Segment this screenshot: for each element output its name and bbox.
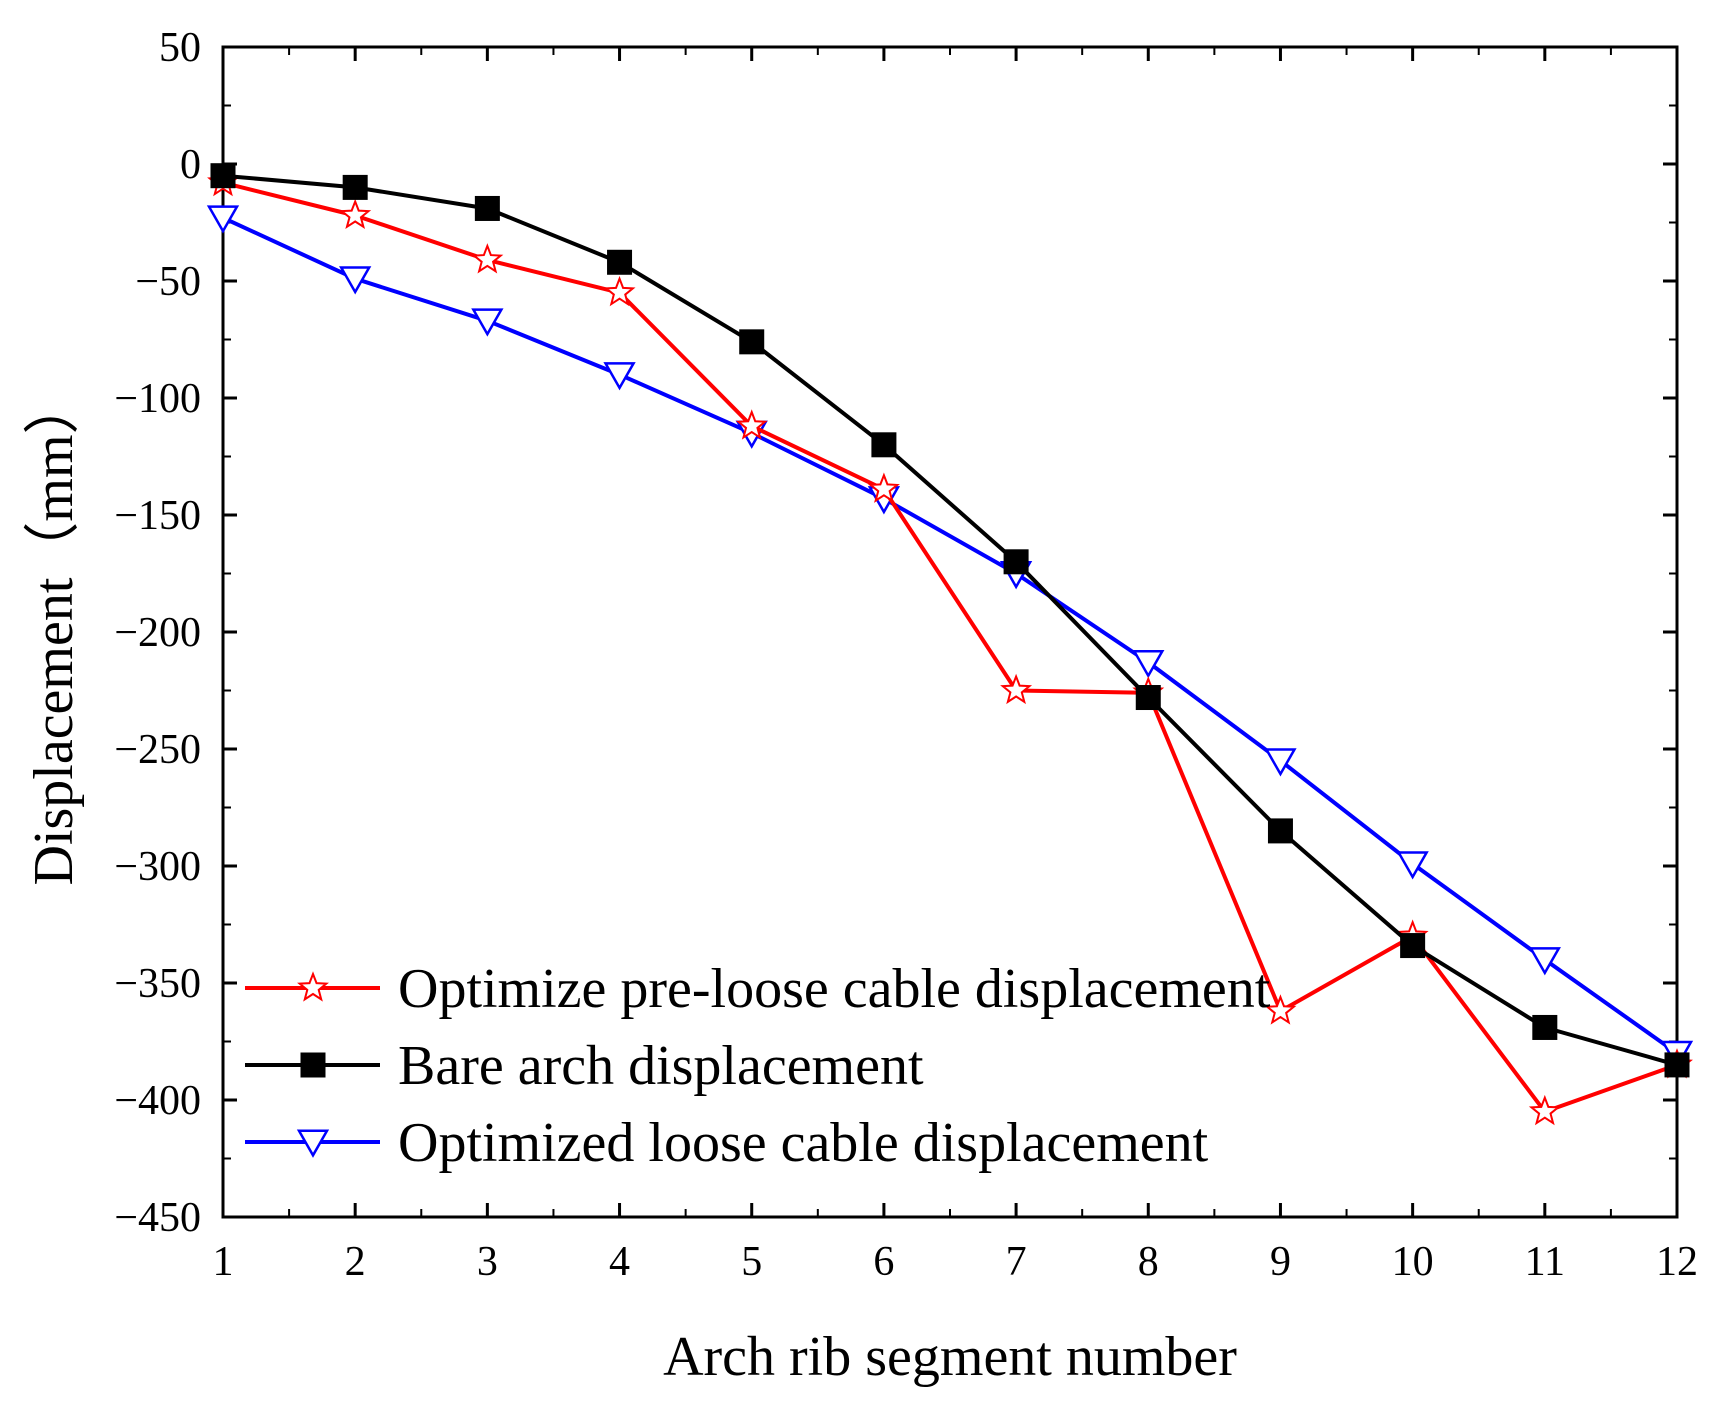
- data-point: [1135, 685, 1161, 711]
- y-axis-title: Displacement（mm）: [23, 378, 85, 885]
- x-tick-label: 5: [741, 1239, 762, 1285]
- data-point: [471, 308, 504, 337]
- y-tick-label: −350: [114, 961, 201, 1007]
- x-tick-label: 7: [1006, 1239, 1027, 1285]
- x-tick-label: 4: [609, 1239, 630, 1285]
- x-tick-label: 1: [213, 1239, 234, 1285]
- x-tick-label: 6: [873, 1239, 894, 1285]
- data-point: [867, 472, 900, 503]
- data-point: [871, 432, 897, 458]
- y-tick-label: 0: [180, 142, 201, 188]
- series-2: [210, 163, 1690, 1078]
- legend-swatch-marker: [297, 971, 329, 1002]
- data-point: [1528, 947, 1561, 976]
- data-point: [1396, 851, 1429, 880]
- data-point: [1532, 1014, 1558, 1040]
- data-point: [603, 362, 636, 391]
- y-tick-label: −200: [114, 610, 201, 656]
- y-tick-label: −50: [135, 259, 201, 305]
- y-tick-label: −400: [114, 1078, 201, 1124]
- series-3: [206, 205, 1694, 1070]
- y-tick-label: −450: [114, 1195, 201, 1241]
- data-point: [739, 329, 765, 355]
- x-tick-label: 10: [1392, 1239, 1434, 1285]
- data-point: [474, 195, 500, 221]
- x-axis-title: Arch rib segment number: [663, 1326, 1237, 1388]
- x-tick-label: 9: [1270, 1239, 1291, 1285]
- y-tick-label: −300: [114, 844, 201, 890]
- data-point: [210, 163, 236, 189]
- legend-label: Bare arch displacement: [398, 1035, 924, 1097]
- data-point: [1664, 1052, 1690, 1078]
- legend-label: Optimize pre-loose cable displacement: [398, 958, 1271, 1020]
- series-line: [222, 173, 1678, 1067]
- x-tick-label: 2: [345, 1239, 366, 1285]
- data-point: [1528, 1094, 1561, 1126]
- data-point: [735, 409, 768, 440]
- x-tick-label: 11: [1525, 1239, 1565, 1285]
- data-point: [1264, 748, 1297, 777]
- y-tick-label: −150: [114, 493, 201, 539]
- data-point: [607, 249, 633, 275]
- x-tick-label: 8: [1138, 1239, 1159, 1285]
- axes: 1 2 3 4 5 6 7 8 9 10 11 12500−50−100−150−200−250−30…: [114, 25, 1698, 1285]
- data-point: [1000, 673, 1033, 705]
- data-point: [1400, 933, 1426, 959]
- legend: Optimize pre-loose cable displacement Bar…: [245, 958, 1271, 1174]
- data-point: [339, 198, 372, 230]
- data-point: [339, 266, 372, 295]
- data-point: [1267, 818, 1293, 844]
- legend-swatch-marker: [300, 1052, 326, 1078]
- data-point: [603, 275, 636, 307]
- data-point: [1264, 994, 1297, 1025]
- legend-item: Optimize pre-loose cable displacement: [245, 958, 1271, 1020]
- series-line: [222, 215, 1679, 1055]
- x-tick-label: 12: [1656, 1239, 1698, 1285]
- data-point: [206, 205, 240, 234]
- legend-label: Optimized loose cable displacement: [398, 1112, 1209, 1174]
- x-tick-label: 3: [477, 1239, 498, 1285]
- data-point: [1132, 649, 1165, 679]
- data-point: [1003, 549, 1029, 575]
- legend-swatch-marker: [296, 1129, 330, 1158]
- y-tick-label: −250: [114, 727, 201, 773]
- y-tick-label: −100: [114, 376, 201, 422]
- y-tick-label: 50: [159, 25, 201, 71]
- data-point: [471, 243, 504, 274]
- data-point: [342, 174, 368, 200]
- legend-item: Bare arch displacement: [245, 1035, 924, 1097]
- legend-item: Optimized loose cable displacement: [245, 1112, 1209, 1174]
- series-layer: [206, 163, 1694, 1126]
- series-line: [222, 180, 1678, 1114]
